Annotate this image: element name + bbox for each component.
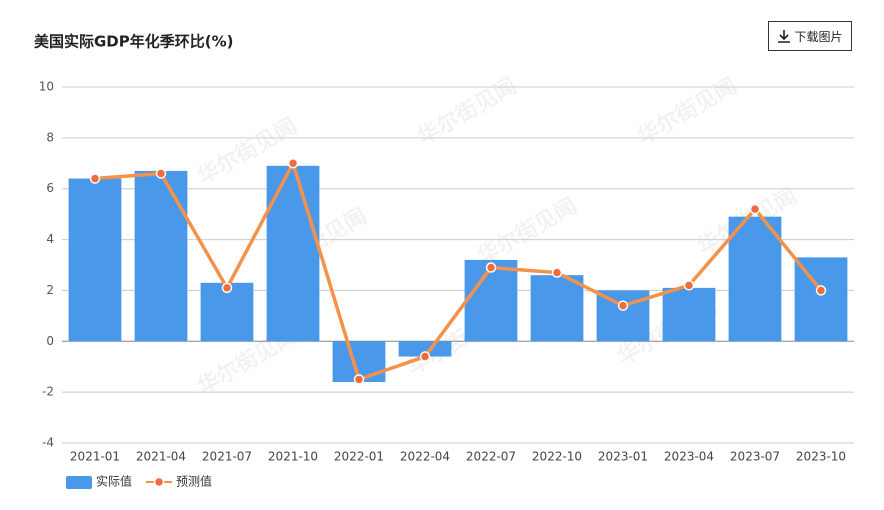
download-button[interactable]: 下载图片 xyxy=(768,21,852,51)
x-tick-label: 2021-01 xyxy=(70,450,120,464)
watermark: 华尔街见闻 xyxy=(413,73,521,151)
download-icon xyxy=(778,30,791,43)
watermark: 华尔街见闻 xyxy=(473,193,581,271)
bar xyxy=(530,275,584,342)
point xyxy=(353,374,365,385)
y-tick-label: 8 xyxy=(46,130,54,144)
chart-title: 美国实际GDP年化季环比(%) xyxy=(34,33,234,51)
x-tick-label: 2022-01 xyxy=(334,450,384,464)
legend-label: 预测值 xyxy=(176,474,212,489)
y-tick-label: -2 xyxy=(42,385,54,399)
x-tick-label: 2021-10 xyxy=(268,450,318,464)
watermark: 华尔街见闻 xyxy=(633,73,741,151)
point xyxy=(287,158,299,169)
line xyxy=(94,161,823,382)
download-label[interactable]: 下载图片 xyxy=(794,29,843,44)
point xyxy=(551,267,563,278)
y-tick-label: 2 xyxy=(46,283,54,297)
legend-swatch xyxy=(66,476,92,489)
x-tick-label: 2022-07 xyxy=(466,450,516,464)
point xyxy=(485,262,497,273)
point xyxy=(683,280,695,291)
point xyxy=(155,168,167,179)
legend-swatch xyxy=(153,476,165,488)
y-tick-label: 10 xyxy=(39,80,54,94)
legend-label: 实际值 xyxy=(96,474,132,489)
bar xyxy=(662,287,716,342)
point xyxy=(617,300,629,311)
x-tick-label: 2023-04 xyxy=(664,450,714,464)
x-tick-label: 2022-10 xyxy=(532,450,582,464)
bar xyxy=(728,216,782,342)
x-tick-label: 2022-04 xyxy=(400,450,450,464)
bar xyxy=(68,178,122,342)
point xyxy=(89,173,101,184)
bar xyxy=(464,259,518,342)
x-tick-label: 2023-01 xyxy=(598,450,648,464)
point xyxy=(221,282,233,294)
y-tick-label: 4 xyxy=(46,232,54,246)
x-tick-label: 2021-04 xyxy=(136,450,186,464)
y-tick-label: 6 xyxy=(46,181,54,195)
x-tick-label: 2023-10 xyxy=(796,450,846,464)
bar xyxy=(398,341,452,357)
y-tick-label: -4 xyxy=(42,436,54,450)
point xyxy=(749,203,761,215)
bar xyxy=(266,165,320,342)
point xyxy=(419,351,431,362)
y-tick-label: 0 xyxy=(46,334,54,348)
x-tick-label: 2021-07 xyxy=(202,450,252,464)
bar xyxy=(134,170,188,342)
x-tick-label: 2023-07 xyxy=(730,450,780,464)
point xyxy=(815,285,827,296)
